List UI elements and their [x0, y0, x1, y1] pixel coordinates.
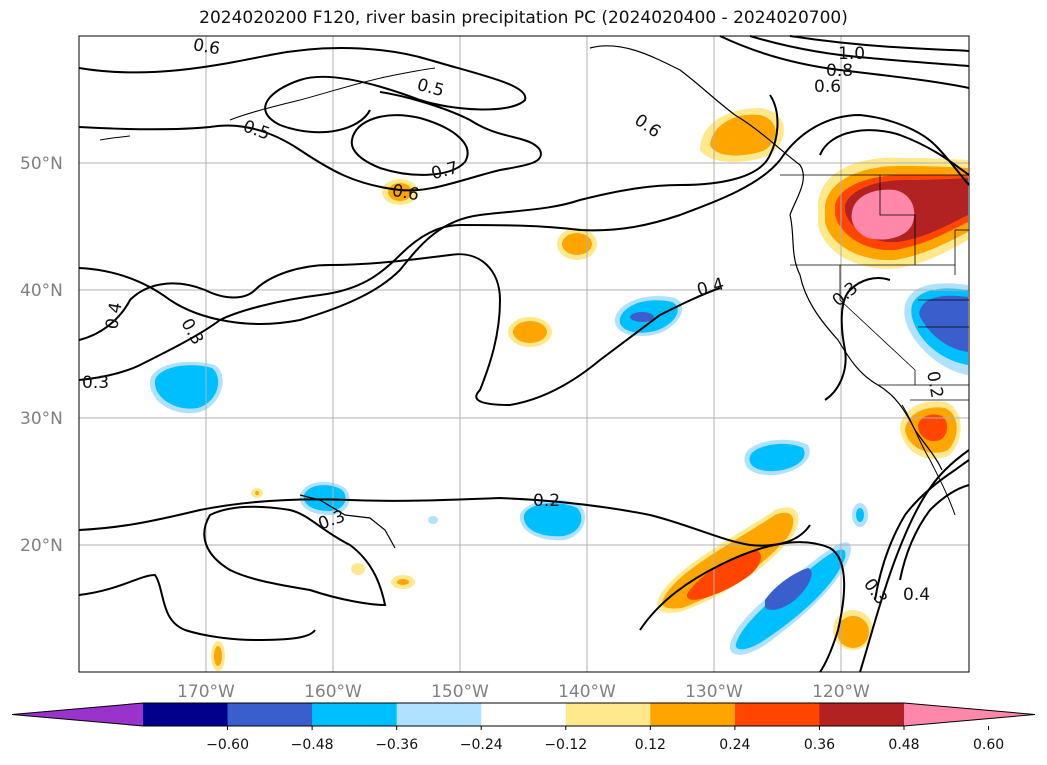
- colorbar-tick-label: 0.36: [804, 737, 835, 753]
- colorbar-tick-label: −0.60: [206, 737, 249, 753]
- anomaly-positive: [851, 189, 915, 240]
- colorbar-segment: [481, 703, 567, 726]
- anomaly-negative: [630, 312, 654, 322]
- anomaly-positive: [214, 646, 222, 666]
- shaded-anomalies: [149, 108, 968, 671]
- anomaly-positive: [562, 233, 592, 255]
- lat-label: 50°N: [20, 154, 63, 174]
- colorbar-tick-label: 0.12: [635, 737, 666, 753]
- latitude-labels: 50°N 40°N 30°N 20°N: [20, 154, 63, 556]
- contour-label: 0.6: [390, 181, 420, 205]
- colorbar-outline: [11, 702, 1036, 727]
- contour-label: 0.8: [826, 61, 853, 81]
- colorbar-extend-min: [12, 703, 143, 726]
- colorbar-segment: [312, 703, 398, 726]
- colorbar-segment: [734, 703, 820, 726]
- colorbar-tick-label: 0.24: [719, 737, 750, 753]
- plot-area: 0.6 0.5 0.5 0.7 0.6 0.6 1.0 0.8 0.6 0.4 …: [78, 35, 970, 673]
- colorbar-segment: [819, 703, 905, 726]
- lat-label: 40°N: [20, 281, 63, 301]
- anomaly-positive: [710, 114, 776, 156]
- anomaly-negative: [303, 485, 346, 511]
- contour-label: 0.4: [903, 585, 930, 605]
- lon-label: 170°W: [177, 682, 235, 702]
- anomaly-negative: [428, 516, 438, 524]
- anomaly-negative: [919, 295, 968, 352]
- colorbar-tick-label: 0.48: [888, 737, 919, 753]
- anomaly-positive: [255, 491, 259, 495]
- contour-label: 0.2: [922, 370, 946, 400]
- anomaly-positive: [388, 183, 412, 201]
- lon-label: 160°W: [304, 682, 362, 702]
- lat-label: 30°N: [20, 409, 63, 429]
- colorbar-extend-max: [904, 703, 1035, 726]
- contour-label: 0.2: [533, 491, 560, 511]
- contour-label: 0.3: [82, 373, 109, 393]
- anomaly-positive: [513, 321, 547, 343]
- contour-label: 0.4: [102, 301, 126, 331]
- anomaly-negative: [765, 568, 812, 610]
- lon-label: 120°W: [812, 682, 870, 702]
- lat-label: 20°N: [20, 536, 63, 556]
- anomaly-positive: [837, 616, 869, 648]
- colorbar-segment: [650, 703, 736, 726]
- colorbar-tick-label: −0.24: [460, 737, 503, 753]
- anomaly-positive: [351, 563, 365, 575]
- lon-label: 150°W: [431, 682, 489, 702]
- colorbar-tick-label: −0.36: [375, 737, 418, 753]
- anomaly-negative: [523, 503, 582, 537]
- anomaly-negative: [749, 443, 805, 472]
- plot-frame: [78, 35, 970, 673]
- colorbar-tick-label: −0.48: [291, 737, 334, 753]
- anomaly-positive: [686, 550, 762, 600]
- contour-label: 0.6: [191, 35, 221, 59]
- contour-lines: [78, 35, 970, 673]
- lon-label: 140°W: [558, 682, 616, 702]
- anomaly-negative: [856, 508, 864, 522]
- colorbar-segment: [227, 703, 313, 726]
- colorbar-tick-label: 0.60: [973, 737, 1004, 753]
- colorbar-segment: [396, 703, 482, 726]
- anomaly-positive: [397, 579, 409, 585]
- colorbar-segment: [565, 703, 651, 726]
- colorbar-tick-label: −0.12: [544, 737, 587, 753]
- contour-label: 1.0: [838, 44, 865, 64]
- anomaly-positive: [918, 414, 948, 442]
- longitude-labels: 170°W 160°W 150°W 140°W 130°W 120°W: [177, 682, 870, 702]
- colorbar-segment: [143, 703, 229, 726]
- lon-label: 130°W: [685, 682, 743, 702]
- map-title: 2024020200 F120, river basin precipitati…: [199, 8, 848, 28]
- contour-label: 0.6: [814, 77, 841, 97]
- colorbar: −0.60 −0.48 −0.36 −0.24 −0.12 0.12 0.24 0.36 0.4…: [11, 702, 1036, 753]
- anomaly-negative: [154, 365, 219, 409]
